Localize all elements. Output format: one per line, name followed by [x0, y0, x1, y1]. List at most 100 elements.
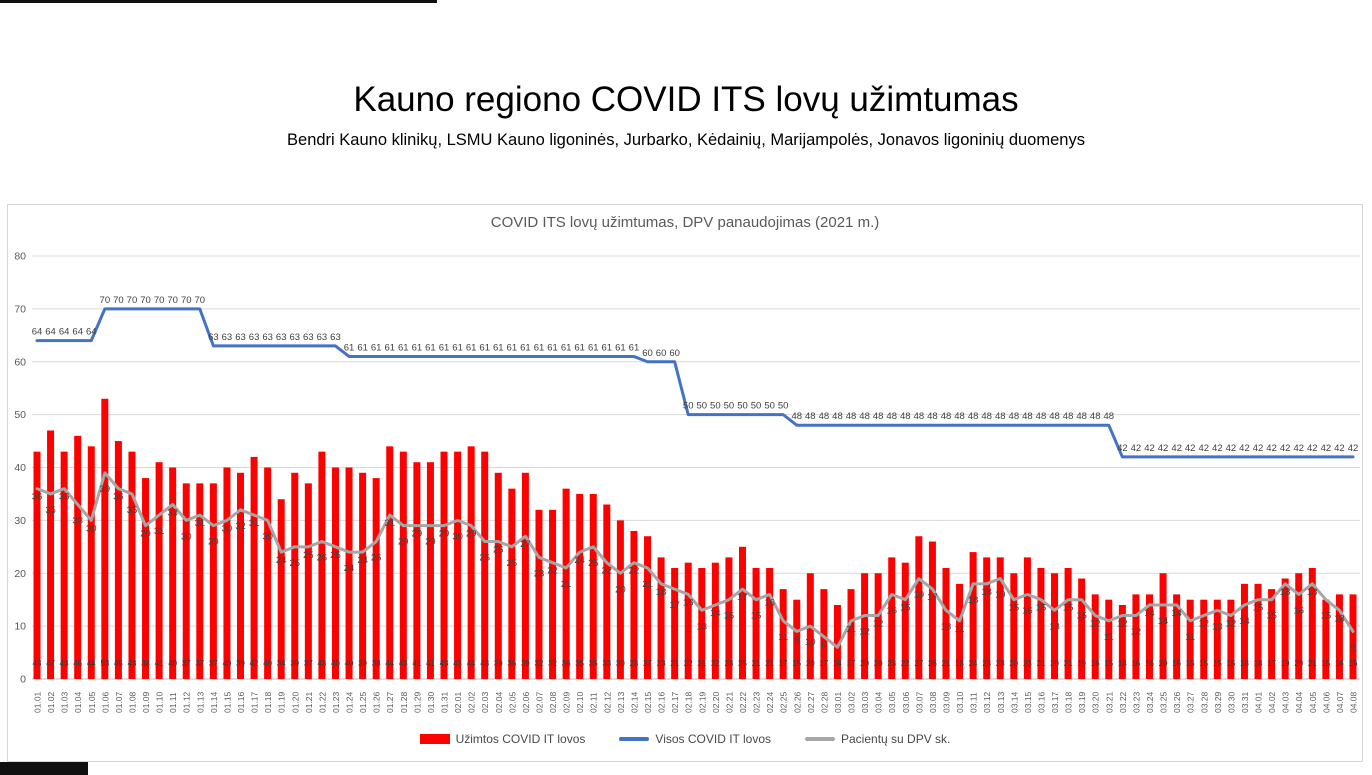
bar — [47, 430, 55, 679]
total-beds-value-label: 48 — [941, 411, 952, 422]
bar-value-label: 16 — [1349, 659, 1358, 668]
x-tick-label: 01.23 — [331, 691, 341, 713]
total-beds-value-label: 42 — [1334, 443, 1345, 454]
bar-value-label: 53 — [100, 659, 109, 668]
x-tick-label: 04.02 — [1267, 691, 1277, 713]
bar — [521, 472, 529, 679]
total-beds-value-label: 48 — [954, 411, 965, 422]
y-tick-label: 60 — [14, 356, 26, 368]
total-beds-value-label: 48 — [1036, 411, 1047, 422]
dpv-value-label: 14 — [1158, 616, 1169, 627]
total-beds-value-label: 48 — [1063, 411, 1074, 422]
dpv-value-label: 25 — [507, 558, 518, 569]
x-tick-label: 02.04 — [494, 691, 504, 713]
total-beds-value-label: 64 — [59, 327, 70, 338]
bar — [684, 562, 692, 679]
dpv-value-label: 26 — [371, 553, 382, 564]
bar-value-label: 18 — [1240, 659, 1249, 668]
bar — [1105, 599, 1113, 679]
dpv-value-label: 11 — [778, 632, 788, 643]
dpv-value-label: 24 — [574, 555, 585, 566]
bar — [128, 451, 136, 679]
bar-value-label: 27 — [914, 659, 923, 668]
dpv-value-label: 16 — [1293, 605, 1304, 616]
bar-value-label: 43 — [480, 659, 489, 668]
legend-label: Užimtos COVID IT lovos — [455, 732, 586, 746]
x-tick-label: 02.03 — [480, 691, 490, 713]
dpv-value-label: 30 — [222, 523, 233, 534]
bar-value-label: 43 — [399, 659, 408, 668]
total-beds-value-label: 64 — [86, 327, 97, 338]
x-tick-label: 04.04 — [1294, 691, 1304, 713]
total-beds-value-label: 63 — [235, 332, 246, 343]
total-beds-value-label: 63 — [317, 332, 328, 343]
total-beds-value-label: 42 — [1321, 443, 1332, 454]
bar — [616, 520, 624, 679]
x-tick-label: 03.01 — [833, 691, 843, 713]
bar — [74, 435, 82, 679]
total-beds-value-label: 42 — [1239, 443, 1250, 454]
dpv-value-label: 17 — [927, 592, 938, 603]
chart-title: COVID ITS lovų užimtumas, DPV panaudojim… — [490, 214, 880, 231]
x-tick-label: 02.14 — [629, 691, 639, 713]
bar — [766, 567, 774, 679]
dpv-value-label: 12 — [1131, 627, 1142, 638]
bar — [942, 567, 950, 679]
x-tick-label: 03.21 — [1104, 691, 1114, 713]
x-tick-label: 02.01 — [453, 691, 463, 713]
bar-value-label: 14 — [1118, 659, 1127, 668]
x-tick-label: 02.24 — [765, 691, 775, 713]
bar — [1322, 599, 1330, 679]
bar-value-label: 15 — [1321, 659, 1330, 668]
blue-line-swatch-icon — [619, 737, 650, 741]
total-beds-value-label: 48 — [873, 411, 884, 422]
bar-value-label: 21 — [1037, 659, 1046, 668]
x-tick-label: 02.19 — [697, 691, 707, 713]
bar — [1308, 567, 1316, 679]
bar — [1227, 599, 1235, 679]
total-beds-value-label: 70 — [195, 295, 206, 306]
dpv-value-label: 30 — [181, 531, 192, 542]
bar-value-label: 24 — [969, 659, 978, 668]
total-beds-value-label: 48 — [927, 411, 938, 422]
y-tick-label: 80 — [14, 251, 26, 263]
x-tick-label: 02.17 — [670, 691, 680, 713]
dpv-value-label: 24 — [357, 555, 368, 566]
bar-value-label: 43 — [33, 659, 42, 668]
x-tick-label: 04.07 — [1335, 691, 1345, 713]
x-tick-label: 03.13 — [996, 691, 1006, 713]
dpv-value-label: 22 — [547, 566, 558, 577]
x-tick-label: 03.23 — [1131, 691, 1141, 713]
bar — [644, 536, 652, 679]
bar — [1010, 573, 1018, 679]
bar-value-label: 40 — [345, 659, 354, 668]
total-beds-value-label: 42 — [1171, 443, 1182, 454]
x-tick-label: 03.30 — [1226, 691, 1236, 713]
dpv-value-label: 19 — [914, 590, 925, 601]
total-beds-value-label: 63 — [276, 332, 287, 343]
total-beds-value-label: 42 — [1158, 443, 1169, 454]
x-tick-label: 02.21 — [724, 691, 734, 713]
dpv-value-label: 15 — [1266, 611, 1277, 622]
bar-value-label: 27 — [643, 659, 652, 668]
x-tick-label: 03.02 — [847, 691, 857, 713]
bar-value-label: 39 — [358, 659, 367, 668]
dpv-value-label: 15 — [1253, 603, 1264, 614]
gray-line-swatch-icon — [805, 737, 835, 741]
bar — [209, 483, 217, 679]
dpv-value-label: 36 — [59, 492, 70, 503]
bar-value-label: 43 — [60, 659, 69, 668]
bar — [928, 541, 936, 679]
bar — [359, 472, 367, 679]
bar — [1173, 594, 1181, 679]
total-beds-value-label: 61 — [574, 342, 585, 353]
dpv-value-label: 8 — [821, 640, 826, 651]
dpv-value-label: 15 — [724, 611, 735, 622]
bar — [983, 557, 991, 679]
dpv-value-label: 29 — [439, 529, 450, 540]
x-tick-label: 04.05 — [1308, 691, 1318, 713]
total-beds-value-label: 48 — [1076, 411, 1087, 422]
total-beds-value-label: 61 — [439, 342, 450, 353]
bar-value-label: 21 — [1064, 659, 1073, 668]
